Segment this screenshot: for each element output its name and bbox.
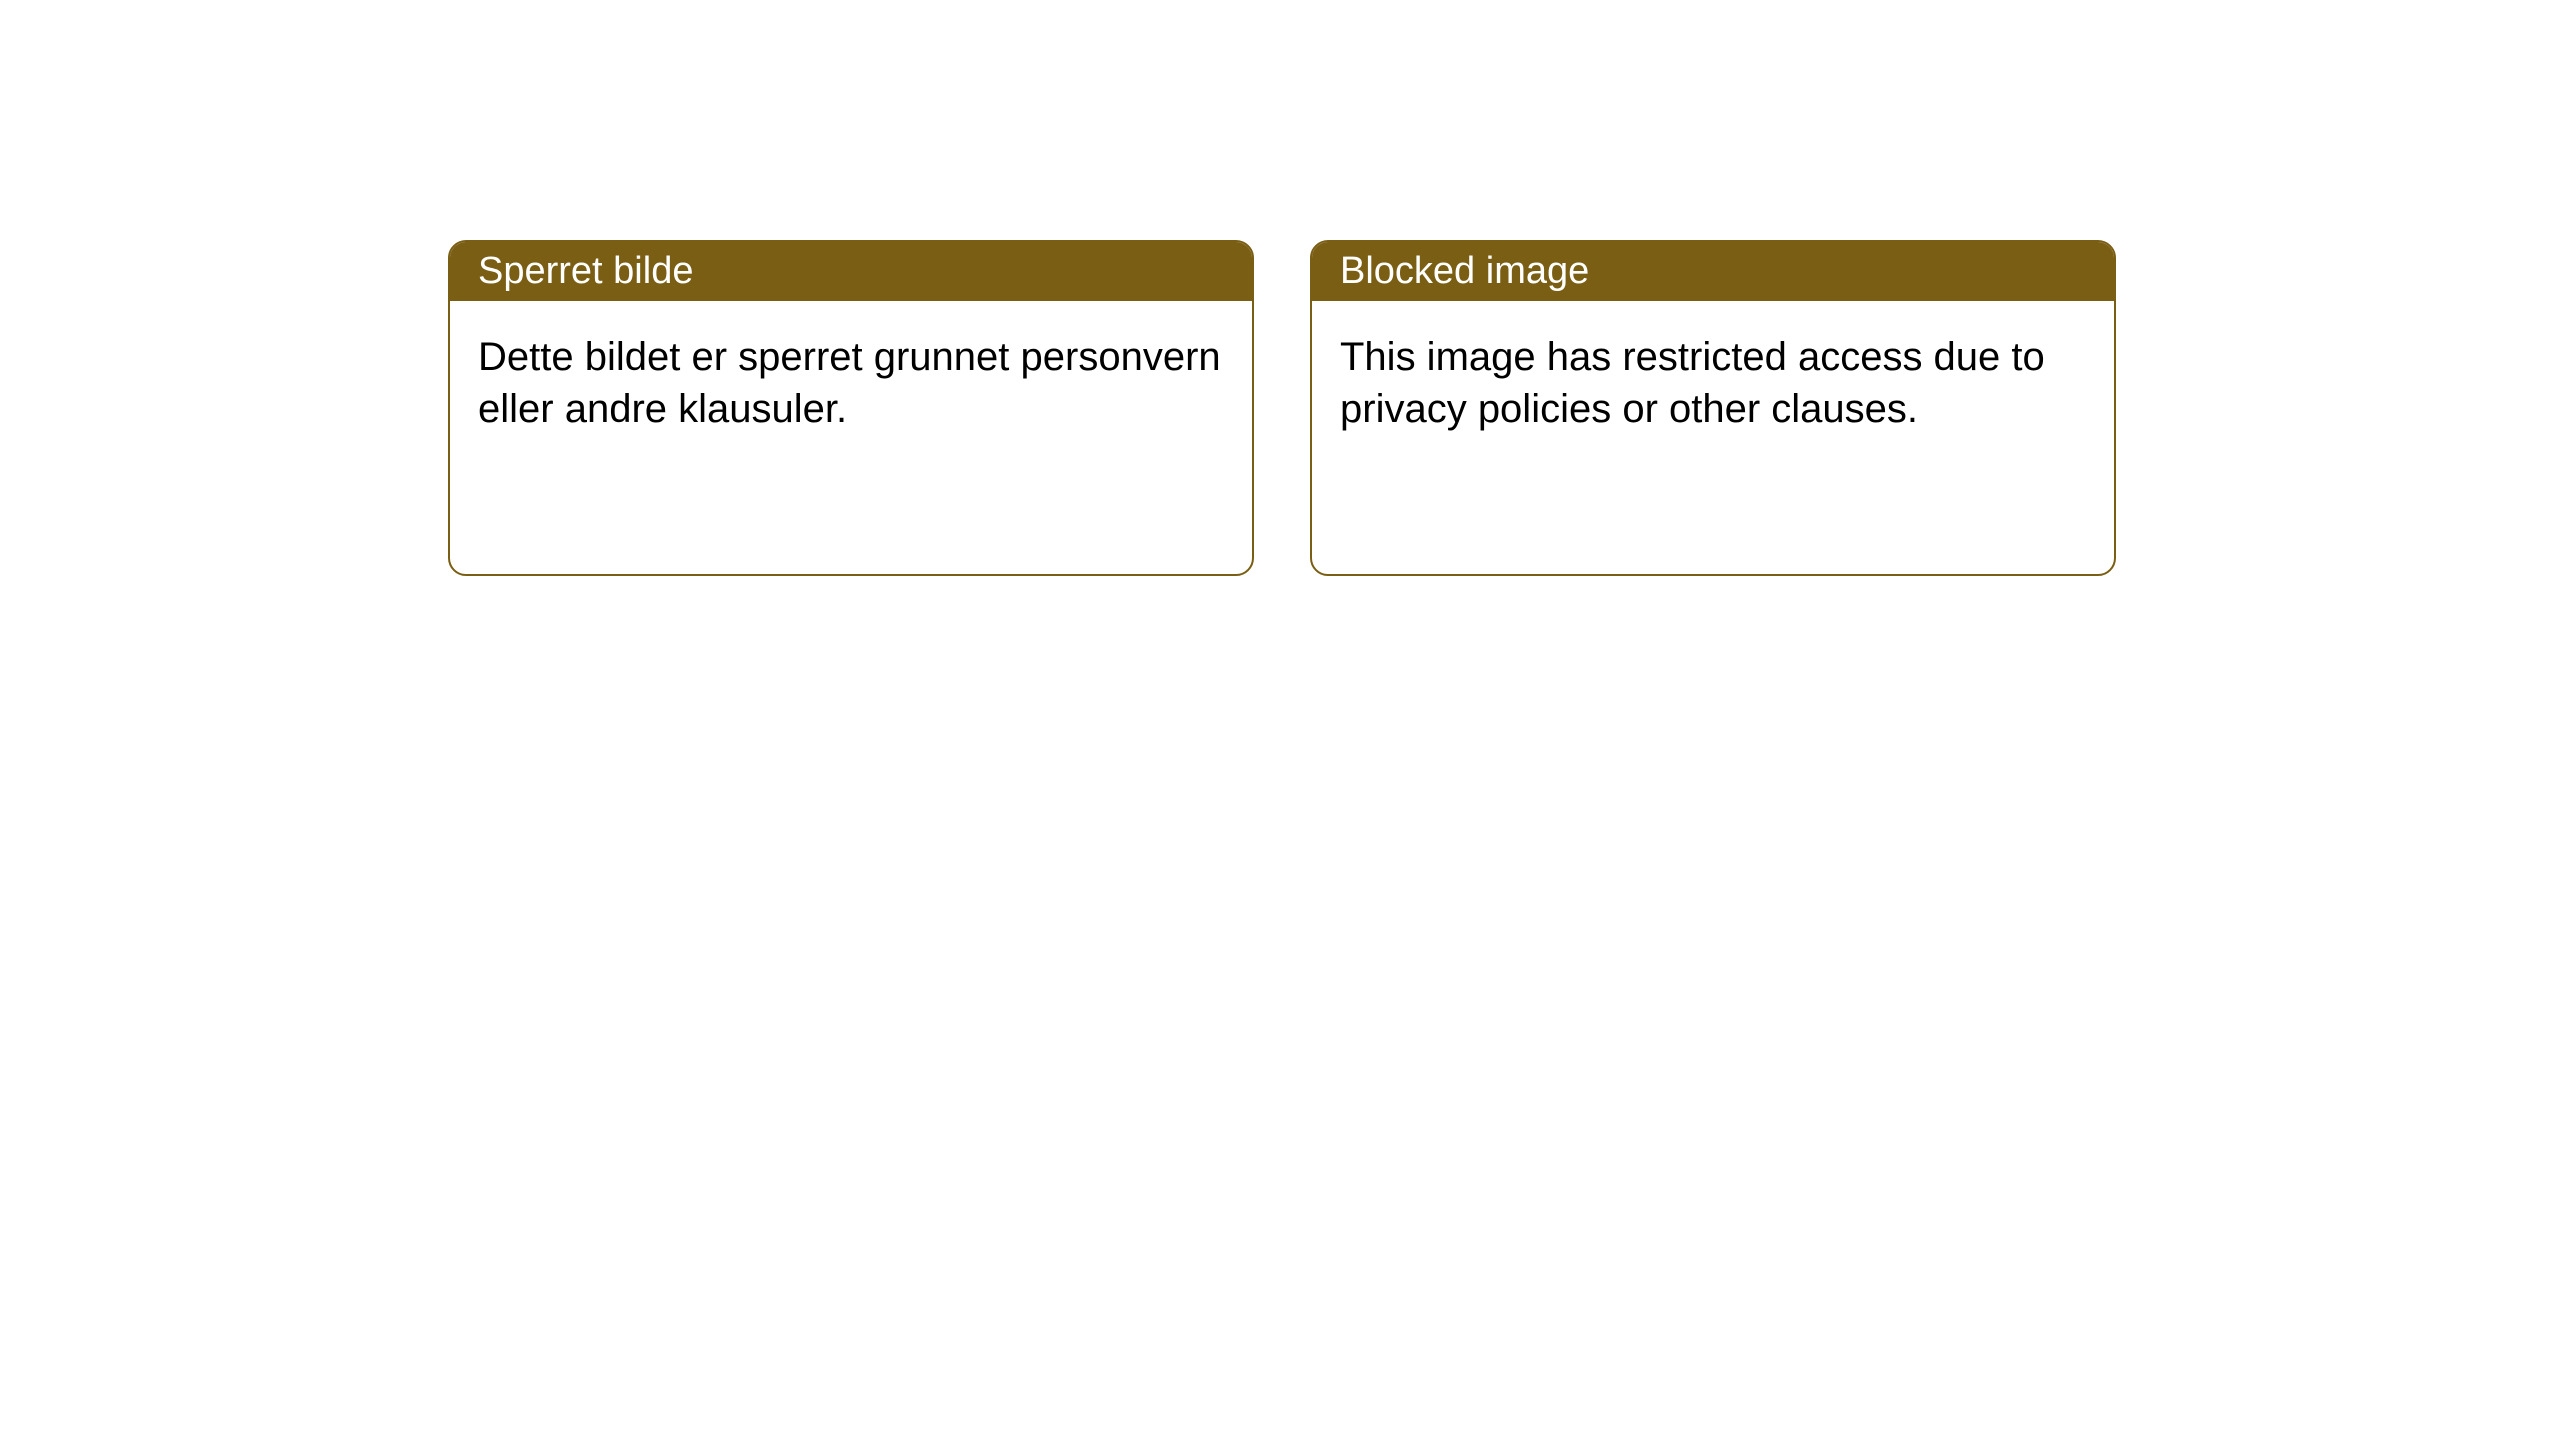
notice-container: Sperret bilde Dette bildet er sperret gr… [0, 0, 2560, 576]
notice-body-text: Dette bildet er sperret grunnet personve… [478, 335, 1221, 431]
notice-header-text: Sperret bilde [478, 250, 693, 292]
notice-header-text: Blocked image [1340, 250, 1589, 292]
notice-body-english: This image has restricted access due to … [1312, 301, 2114, 465]
notice-header-norwegian: Sperret bilde [450, 242, 1252, 301]
notice-card-english: Blocked image This image has restricted … [1310, 240, 2116, 576]
notice-body-text: This image has restricted access due to … [1340, 335, 2045, 431]
notice-header-english: Blocked image [1312, 242, 2114, 301]
notice-body-norwegian: Dette bildet er sperret grunnet personve… [450, 301, 1252, 465]
notice-card-norwegian: Sperret bilde Dette bildet er sperret gr… [448, 240, 1254, 576]
